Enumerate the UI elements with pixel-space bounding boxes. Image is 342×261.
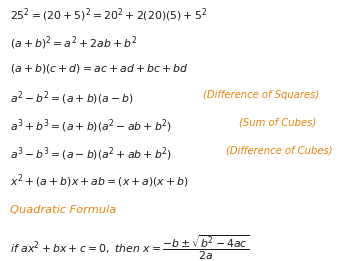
Text: (Sum of Cubes): (Sum of Cubes) [239,117,317,127]
Text: Quadratic Formula: Quadratic Formula [10,205,117,215]
Text: $25^2 = (20 + 5)^2 = 20^2 + 2(20)(5) + 5^2$: $25^2 = (20 + 5)^2 = 20^2 + 2(20)(5) + 5… [10,7,207,24]
Text: (Difference of Squares): (Difference of Squares) [203,90,320,100]
Text: $a^2 - b^2 = (a + b)(a - b)$: $a^2 - b^2 = (a + b)(a - b)$ [10,90,134,107]
Text: (Difference of Cubes): (Difference of Cubes) [226,145,332,155]
Text: $a^3 + b^3 = (a + b)(a^2 - ab + b^2)$: $a^3 + b^3 = (a + b)(a^2 - ab + b^2)$ [10,117,172,135]
Text: $if\ ax^2 + bx + c = 0,\ then\ x = \dfrac{-b \pm \sqrt{b^2 - 4ac}}{2a}$: $if\ ax^2 + bx + c = 0,\ then\ x = \dfra… [10,234,250,261]
Text: $(a + b)^2 = a^2 + 2ab + b^2$: $(a + b)^2 = a^2 + 2ab + b^2$ [10,34,137,52]
Text: $(a + b)(c + d) = ac + ad + bc + bd$: $(a + b)(c + d) = ac + ad + bc + bd$ [10,62,189,75]
Text: $x^2 + (a + b)x + ab = (x + a)(x + b)$: $x^2 + (a + b)x + ab = (x + a)(x + b)$ [10,173,189,190]
Text: $a^3 - b^3 = (a - b)(a^2 + ab + b^2)$: $a^3 - b^3 = (a - b)(a^2 + ab + b^2)$ [10,145,172,163]
